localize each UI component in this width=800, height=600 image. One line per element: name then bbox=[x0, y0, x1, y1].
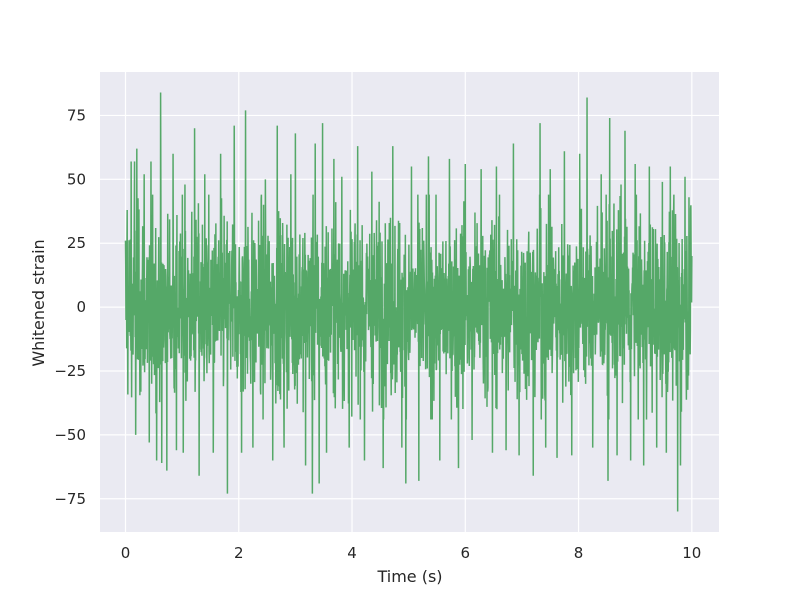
y-axis-label: Whitened strain bbox=[29, 239, 48, 366]
x-tick-label: 10 bbox=[682, 544, 701, 562]
x-tick-label: 0 bbox=[121, 544, 131, 562]
y-tick-label: −75 bbox=[54, 490, 86, 508]
x-axis-label: Time (s) bbox=[376, 567, 442, 586]
y-tick-label: 0 bbox=[76, 298, 86, 316]
x-tick-labels: 0 2 4 6 8 10 bbox=[121, 544, 702, 562]
y-tick-label: −25 bbox=[54, 362, 86, 380]
y-tick-label: 25 bbox=[67, 234, 86, 252]
y-tick-label: 50 bbox=[67, 170, 86, 188]
y-tick-label: 75 bbox=[67, 106, 86, 124]
series-line bbox=[124, 92, 693, 512]
y-tick-labels: −75 −50 −25 0 25 50 75 bbox=[54, 106, 86, 507]
x-tick-label: 2 bbox=[234, 544, 244, 562]
x-tick-label: 8 bbox=[574, 544, 584, 562]
y-tick-label: −50 bbox=[54, 426, 86, 444]
series-layer bbox=[124, 92, 693, 512]
x-tick-label: 4 bbox=[347, 544, 357, 562]
x-tick-label: 6 bbox=[461, 544, 471, 562]
